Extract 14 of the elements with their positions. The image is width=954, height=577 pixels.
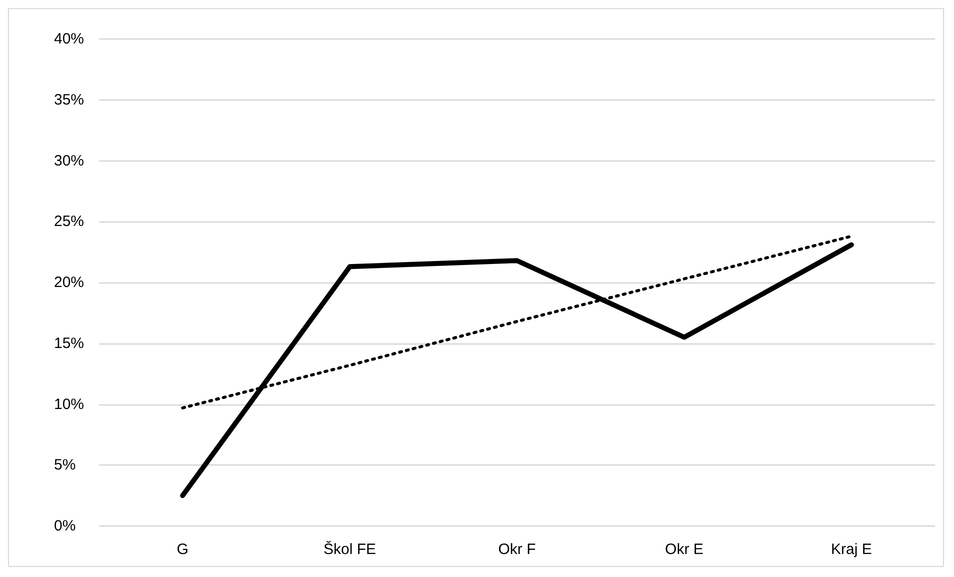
y-tick-label: 40% — [54, 30, 84, 48]
y-tick-label: 35% — [54, 91, 84, 108]
y-tick-label: 20% — [54, 274, 84, 291]
x-tick-label: G — [176, 541, 188, 558]
x-tick-label: Kraj E — [830, 541, 872, 558]
y-tick-label: 5% — [54, 456, 76, 474]
y-tick-label: 0% — [54, 518, 76, 534]
y-tick-label: 10% — [54, 396, 84, 413]
x-tick-label: Okr E — [665, 541, 704, 558]
y-tick-label: 15% — [54, 334, 84, 352]
x-tick-label: Škol FE — [324, 540, 376, 558]
y-tick-label: 25% — [54, 213, 84, 230]
x-tick-label: Okr F — [498, 541, 536, 558]
y-tick-label: 30% — [54, 152, 84, 170]
